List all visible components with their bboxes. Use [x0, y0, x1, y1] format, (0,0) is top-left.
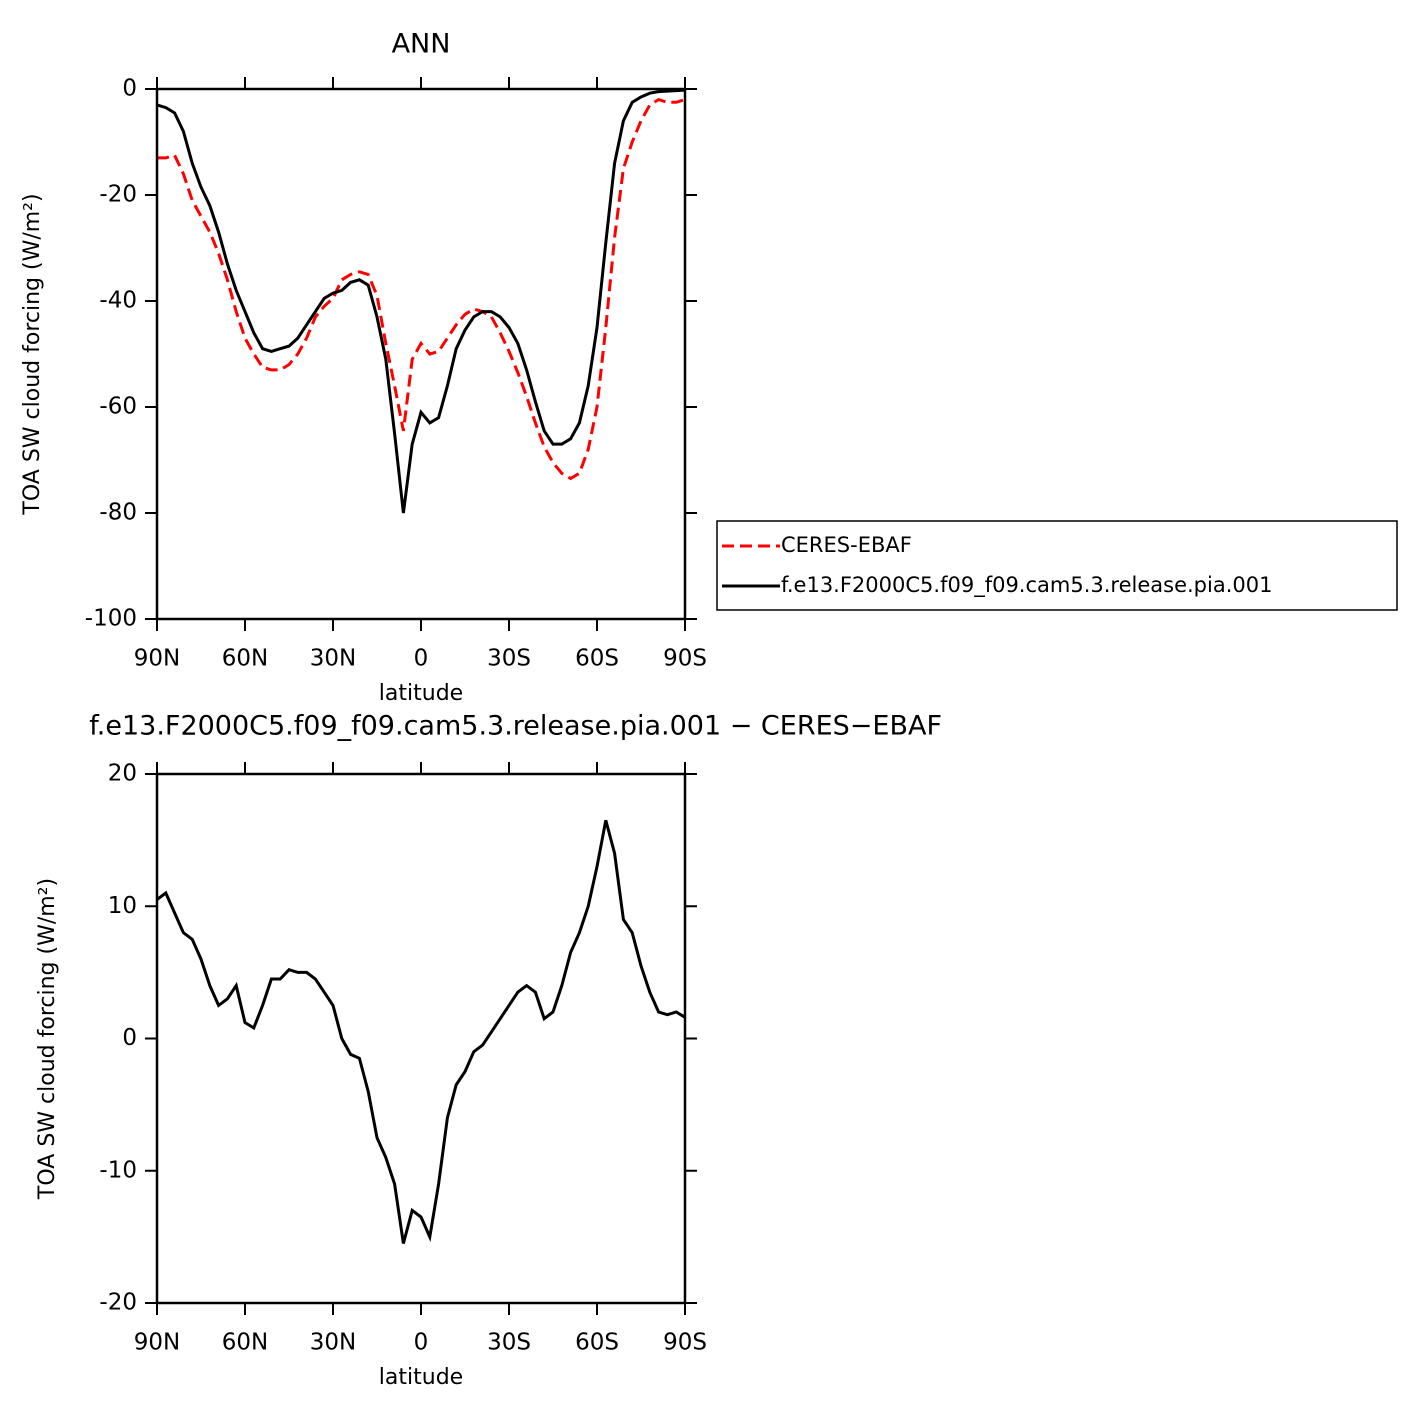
y-tick-label: -100 [85, 606, 137, 632]
x-tick-label: 90N [134, 646, 180, 672]
x-tick-label: 60N [222, 1330, 268, 1356]
y-tick-label: -80 [99, 500, 137, 526]
x-tick-label: 90S [663, 646, 707, 672]
y-tick-label: -40 [99, 288, 137, 314]
data-line [156, 819, 686, 1244]
plot-frame [155, 772, 687, 1305]
x-axis-label: latitude [379, 681, 463, 706]
data-line [157, 97, 686, 481]
chart-title: ANN [392, 29, 451, 60]
x-tick-label: 30S [487, 1330, 531, 1356]
y-axis-label: TOA SW cloud forcing (W/m²) [20, 193, 45, 515]
legend-label: CERES-EBAF [781, 533, 912, 557]
x-tick-label: 30N [310, 646, 356, 672]
y-tick-label: -20 [99, 1290, 137, 1316]
chart-title: f.e13.F2000C5.f09_f09.cam5.3.release.pia… [89, 711, 942, 742]
x-tick-label: 0 [414, 1330, 429, 1356]
x-tick-label: 30S [487, 646, 531, 672]
y-tick-label: 10 [108, 893, 137, 919]
y-tick-label: 0 [122, 1025, 137, 1051]
data-line [156, 88, 686, 514]
x-tick-label: 90S [663, 1330, 707, 1356]
x-axis-label: latitude [379, 1365, 463, 1390]
legend-box [716, 520, 1398, 611]
plot-frame [155, 87, 687, 621]
x-tick-label: 90N [134, 1330, 180, 1356]
x-tick-label: 60S [575, 646, 619, 672]
y-tick-label: 20 [108, 761, 137, 787]
y-axis-label: TOA SW cloud forcing (W/m²) [35, 878, 60, 1200]
y-tick-label: -20 [99, 182, 137, 208]
x-tick-label: 0 [414, 646, 429, 672]
legend-label: f.e13.F2000C5.f09_f09.cam5.3.release.pia… [781, 573, 1272, 598]
x-tick-label: 30N [310, 1330, 356, 1356]
y-tick-label: -10 [99, 1157, 137, 1183]
x-tick-label: 60S [575, 1330, 619, 1356]
x-tick-label: 60N [222, 646, 268, 672]
y-tick-label: -60 [99, 394, 137, 420]
y-tick-label: 0 [122, 76, 137, 102]
